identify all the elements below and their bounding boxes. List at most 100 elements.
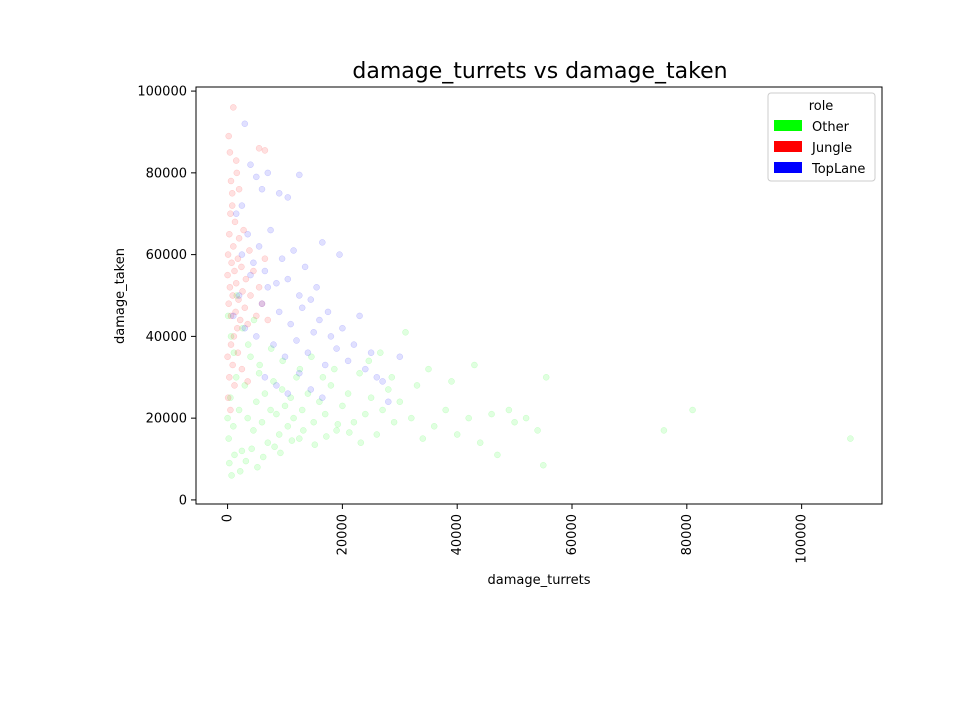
point-other-96 — [331, 365, 338, 373]
point-jungle-46 — [226, 374, 233, 381]
point-other-79 — [323, 433, 330, 440]
point-toplane-20 — [344, 357, 352, 365]
point-other-33 — [333, 427, 340, 434]
point-other-97 — [365, 357, 373, 365]
point-jungle-41 — [232, 157, 240, 164]
point-jungle-45 — [224, 353, 231, 361]
point-toplane-10 — [287, 320, 294, 328]
point-other-48 — [430, 423, 438, 430]
x-tick-label-4: 80000 — [680, 514, 695, 555]
point-jungle-38 — [227, 177, 235, 185]
point-toplane-45 — [336, 251, 343, 258]
point-jungle-54 — [227, 406, 234, 414]
point-toplane-58 — [284, 390, 292, 397]
y-tick-label-3: 60000 — [146, 248, 187, 263]
point-other-99 — [388, 374, 396, 381]
legend-swatch-other — [774, 120, 802, 131]
point-toplane-26 — [379, 378, 386, 385]
legend-label-toplane: TopLane — [811, 162, 865, 177]
point-toplane-24 — [367, 349, 375, 356]
point-other-1 — [225, 435, 232, 442]
point-toplane-40 — [301, 263, 309, 271]
point-other-49 — [442, 406, 449, 414]
point-toplane-53 — [296, 171, 303, 179]
point-toplane-54 — [232, 210, 240, 217]
point-jungle-10 — [230, 243, 237, 250]
point-other-3 — [230, 423, 237, 430]
point-jungle-27 — [244, 320, 251, 328]
point-jungle-42 — [235, 185, 243, 193]
point-other-89 — [250, 316, 258, 324]
point-toplane-4 — [253, 333, 260, 340]
point-other-8 — [244, 414, 251, 422]
point-other-26 — [296, 435, 303, 442]
point-toplane-41 — [307, 296, 315, 303]
point-other-29 — [310, 418, 317, 426]
point-other-81 — [346, 429, 353, 436]
x-tick-label-3: 60000 — [565, 514, 580, 555]
point-other-17 — [270, 378, 277, 385]
point-other-98 — [377, 349, 384, 356]
point-other-65 — [847, 435, 854, 442]
point-other-57 — [505, 406, 513, 414]
point-jungle-15 — [232, 279, 240, 287]
point-other-66 — [226, 459, 233, 467]
point-other-46 — [413, 382, 421, 389]
legend-swatch-jungle — [774, 141, 802, 152]
point-other-50 — [448, 378, 455, 385]
point-other-36 — [350, 418, 358, 426]
point-toplane-48 — [253, 173, 260, 181]
point-other-51 — [453, 431, 461, 438]
point-other-68 — [231, 451, 238, 459]
point-jungle-1 — [224, 251, 232, 258]
point-jungle-4 — [226, 284, 234, 291]
point-other-24 — [290, 414, 297, 422]
point-jungle-9 — [229, 292, 236, 299]
point-other-19 — [275, 431, 283, 438]
point-jungle-29 — [247, 292, 254, 299]
point-jungle-36 — [225, 132, 232, 140]
point-other-95 — [319, 374, 327, 381]
point-other-74 — [271, 443, 278, 451]
point-toplane-25 — [373, 374, 381, 381]
point-jungle-39 — [228, 202, 236, 209]
point-toplane-35 — [273, 279, 280, 287]
point-other-63 — [660, 427, 668, 434]
point-jungle-33 — [258, 300, 266, 307]
point-other-100 — [402, 329, 409, 336]
chart-title: damage_turrets vs damage_taken — [352, 59, 727, 84]
point-other-78 — [311, 441, 319, 448]
point-jungle-0 — [224, 271, 231, 279]
point-jungle-31 — [253, 312, 260, 320]
point-other-31 — [321, 410, 329, 418]
point-jungle-53 — [224, 394, 232, 401]
point-jungle-14 — [232, 308, 239, 316]
point-other-12 — [255, 369, 263, 377]
legend-label-jungle: Jungle — [811, 141, 852, 156]
point-toplane-33 — [261, 267, 269, 275]
point-toplane-27 — [385, 398, 392, 406]
points-layer — [224, 104, 854, 479]
point-other-11 — [253, 398, 260, 406]
point-other-88 — [244, 341, 252, 348]
point-other-70 — [242, 457, 250, 465]
point-other-87 — [239, 324, 246, 332]
point-toplane-6 — [264, 284, 272, 291]
point-toplane-22 — [356, 312, 363, 320]
point-toplane-1 — [235, 292, 243, 299]
point-other-72 — [254, 463, 261, 471]
point-other-30 — [316, 398, 323, 406]
point-other-28 — [304, 390, 312, 397]
x-tick-label-5: 100000 — [795, 514, 810, 564]
point-other-101 — [425, 365, 432, 373]
legend-label-other: Other — [812, 120, 850, 135]
legend: role Other Jungle TopLane — [767, 92, 876, 182]
point-toplane-31 — [250, 259, 257, 267]
point-other-40 — [373, 431, 381, 438]
point-other-5 — [235, 406, 243, 414]
point-jungle-20 — [235, 235, 243, 242]
point-jungle-37 — [226, 149, 234, 156]
point-other-52 — [465, 414, 472, 422]
point-jungle-49 — [231, 382, 238, 389]
point-other-43 — [390, 418, 398, 426]
